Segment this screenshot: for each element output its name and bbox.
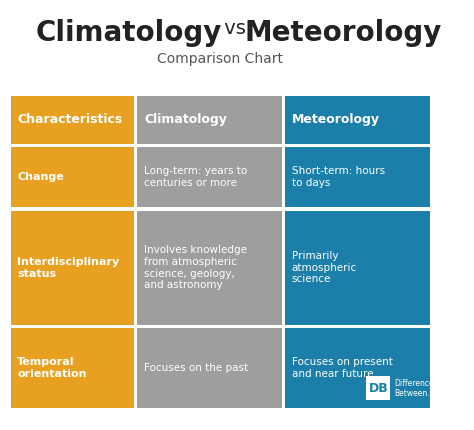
Text: Meteorology: Meteorology: [244, 19, 442, 47]
Text: Interdisciplinary
status: Interdisciplinary status: [17, 257, 119, 279]
Text: Climatology: Climatology: [35, 19, 221, 47]
Text: Climatology: Climatology: [144, 114, 227, 126]
Text: Meteorology: Meteorology: [292, 114, 380, 126]
Bar: [285, 329, 429, 408]
Bar: [285, 147, 429, 207]
Text: Involves knowledge
from atmospheric
science, geology,
and astronomy: Involves knowledge from atmospheric scie…: [144, 246, 247, 290]
Text: Short-term: hours
to days: Short-term: hours to days: [292, 166, 385, 188]
Text: Temporal
orientation: Temporal orientation: [17, 357, 87, 379]
Bar: [366, 376, 391, 400]
Bar: [137, 96, 282, 144]
Text: DB: DB: [368, 382, 388, 395]
Bar: [137, 329, 282, 408]
Bar: [10, 96, 134, 144]
Bar: [137, 147, 282, 207]
Bar: [10, 147, 134, 207]
Text: Primarily
atmospheric
science: Primarily atmospheric science: [292, 251, 357, 284]
Bar: [137, 211, 282, 325]
Bar: [285, 211, 429, 325]
Bar: [285, 96, 429, 144]
Text: Difference
Between.net: Difference Between.net: [394, 378, 442, 398]
Text: Focuses on the past: Focuses on the past: [144, 363, 248, 373]
Bar: [10, 329, 134, 408]
Text: Change: Change: [17, 172, 64, 182]
Text: Long-term: years to
centuries or more: Long-term: years to centuries or more: [144, 166, 247, 188]
Text: Focuses on present
and near future: Focuses on present and near future: [292, 357, 392, 379]
Text: Characteristics: Characteristics: [17, 114, 122, 126]
Text: vs: vs: [218, 19, 252, 38]
Bar: [10, 211, 134, 325]
Text: Comparison Chart: Comparison Chart: [157, 52, 283, 66]
